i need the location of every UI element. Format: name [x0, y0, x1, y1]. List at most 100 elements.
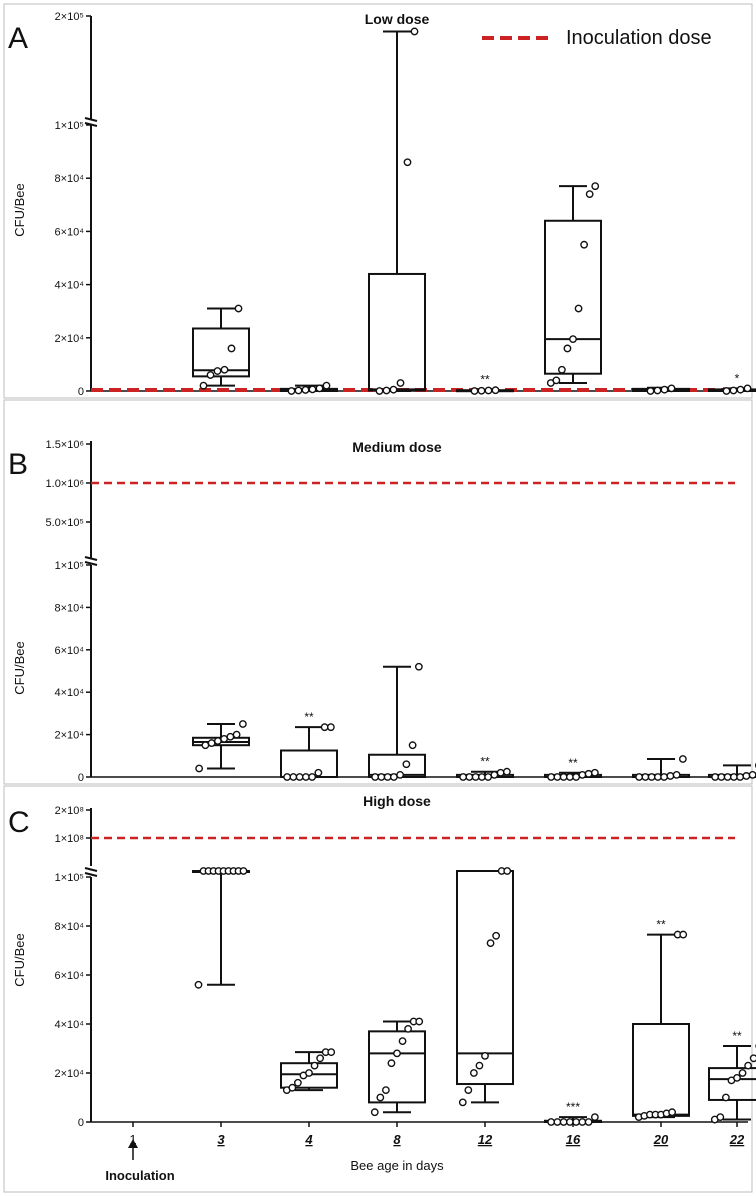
y-tick-label: 2×10⁴	[54, 730, 84, 742]
y-tick-label: 2×10⁸	[55, 805, 84, 817]
y-tick-label: 1.5×10⁶	[46, 439, 84, 451]
data-point	[320, 723, 329, 732]
axis-break-mark	[84, 561, 98, 566]
data-point	[294, 386, 303, 395]
data-point	[559, 773, 568, 781]
data-point	[393, 1049, 401, 1058]
data-point	[238, 720, 247, 728]
data-point	[736, 385, 745, 394]
box-iqr	[456, 870, 514, 1086]
data-point	[408, 741, 417, 750]
data-point	[496, 768, 505, 777]
data-point	[653, 386, 662, 395]
y-axis-label: CFU/Bee	[12, 641, 27, 694]
axis-break-mark	[84, 872, 98, 877]
box-day-3	[192, 720, 250, 773]
box-day-4	[280, 381, 338, 395]
panel-frame	[3, 785, 753, 1193]
data-point	[370, 1108, 379, 1117]
y-tick-label: 5.0×10⁵	[45, 517, 84, 529]
data-point	[301, 386, 310, 394]
data-point	[220, 365, 229, 374]
data-point	[383, 773, 392, 781]
box-iqr	[544, 219, 602, 375]
data-point	[580, 240, 589, 249]
data-point	[415, 1017, 424, 1026]
y-tick-label: 4×10⁴	[54, 280, 84, 292]
significance-stars: **	[568, 756, 578, 770]
data-point	[465, 773, 474, 781]
x-tick-label: 12	[478, 1132, 493, 1147]
data-point	[590, 1113, 599, 1122]
data-point	[382, 386, 391, 395]
data-point	[305, 1069, 313, 1077]
data-point	[315, 384, 324, 393]
y-tick-label: 8×10⁴	[54, 173, 84, 185]
data-point	[475, 1061, 484, 1070]
data-point	[293, 1078, 302, 1087]
data-point	[314, 768, 323, 777]
data-point	[398, 1037, 407, 1046]
data-point	[389, 773, 398, 781]
y-tick-label: 1×10⁸	[55, 833, 84, 845]
data-point	[316, 1054, 325, 1063]
y-tick-label: 0	[78, 1117, 84, 1129]
data-point	[206, 371, 215, 379]
data-point	[647, 773, 656, 781]
x-tick-label: 3	[217, 1132, 225, 1147]
panels-layer: A Low dose CFU/Bee 0 2×10⁴ 4×10⁴ 6×10⁴ 8×10⁴ 1×1…	[3, 3, 756, 1193]
data-point	[375, 387, 384, 395]
data-point	[749, 1054, 756, 1063]
y-tick-label: 8×10⁴	[54, 921, 84, 933]
legend-label: Inoculation dose	[566, 27, 712, 49]
data-point	[742, 772, 751, 780]
data-point	[744, 1061, 753, 1070]
box-day-4: **	[280, 710, 338, 781]
box-day-20	[632, 755, 690, 781]
data-point	[484, 773, 493, 781]
data-point	[207, 739, 216, 747]
significance-stars: **	[304, 710, 314, 724]
box-day-22	[708, 762, 756, 781]
data-point	[308, 385, 317, 394]
box-day-20	[632, 384, 690, 395]
data-point	[578, 1118, 587, 1126]
data-point	[678, 755, 687, 763]
y-tick-label: 2×10⁵	[55, 11, 84, 23]
data-point	[503, 867, 512, 875]
panel-a: A Low dose CFU/Bee 0 2×10⁴ 4×10⁴ 6×10⁴ 8×10⁴ 1×1…	[3, 3, 756, 399]
y-tick-label: 6×10⁴	[54, 970, 84, 982]
panel-title: High dose	[363, 793, 431, 809]
data-point	[563, 344, 572, 353]
box-iqr	[280, 1062, 338, 1089]
data-point	[376, 1093, 385, 1102]
data-point	[641, 773, 650, 781]
y-tick-label: 1×10⁵	[55, 120, 84, 132]
data-point	[729, 773, 738, 781]
data-point	[547, 1118, 556, 1126]
data-point	[572, 1118, 581, 1126]
data-point	[668, 1108, 677, 1117]
box-iqr	[368, 1030, 426, 1104]
x-tick-label: 8	[393, 1132, 401, 1147]
data-point	[635, 773, 644, 781]
data-point	[660, 773, 669, 781]
axis-break-mark	[84, 867, 98, 872]
data-point	[213, 367, 222, 375]
box-day-3	[192, 304, 250, 390]
data-point	[387, 1059, 396, 1068]
y-tick-label: 8×10⁴	[54, 602, 84, 614]
box-day-4	[280, 1048, 338, 1095]
panel-title: Medium dose	[352, 439, 442, 455]
y-tick-label: 0	[78, 772, 84, 784]
data-point	[310, 1061, 319, 1070]
box-iqr	[192, 327, 250, 378]
box-day-8	[368, 27, 426, 395]
box-day-3	[192, 867, 250, 989]
inoculation-label: Inoculation	[105, 1168, 174, 1183]
box-day-16: **	[544, 756, 602, 781]
data-point	[377, 773, 386, 781]
x-tick-label: 16	[566, 1132, 581, 1147]
data-point	[743, 384, 752, 393]
data-point	[458, 1098, 467, 1107]
